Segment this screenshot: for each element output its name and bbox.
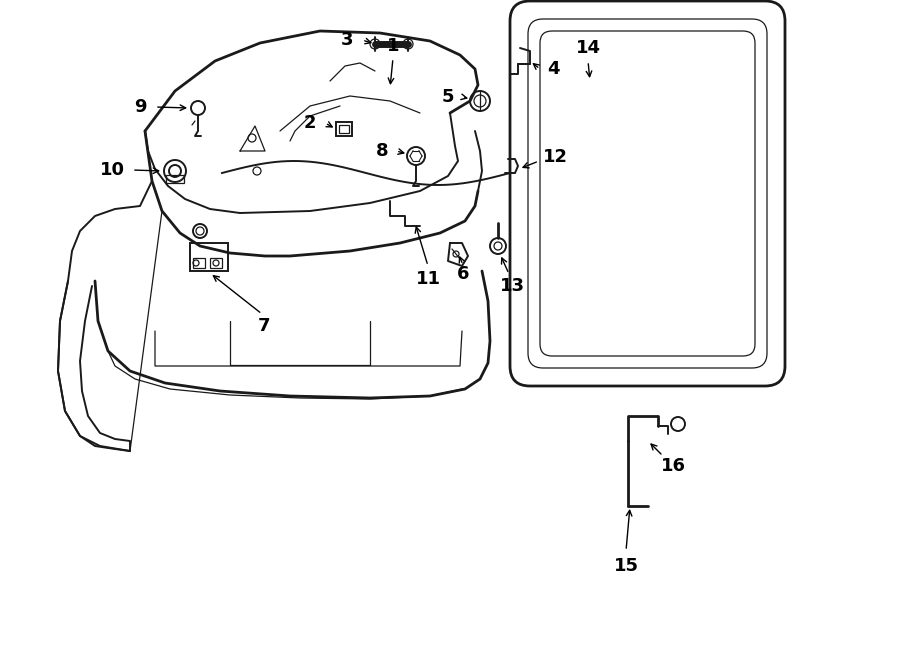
Text: 1: 1 <box>387 37 400 55</box>
Bar <box>190 243 228 271</box>
Text: 11: 11 <box>416 270 440 288</box>
Text: 8: 8 <box>375 142 388 160</box>
Bar <box>166 175 184 183</box>
Text: 16: 16 <box>661 457 686 475</box>
Text: 7: 7 <box>257 317 270 335</box>
Bar <box>336 122 352 136</box>
Text: 15: 15 <box>614 557 638 575</box>
Text: 4: 4 <box>547 60 559 78</box>
Text: 2: 2 <box>304 114 316 132</box>
Text: 5: 5 <box>442 88 454 106</box>
Text: 13: 13 <box>500 277 525 295</box>
Text: 9: 9 <box>134 98 146 116</box>
Bar <box>339 125 349 133</box>
Text: 6: 6 <box>456 265 469 283</box>
Bar <box>210 258 222 268</box>
Text: 12: 12 <box>543 148 568 166</box>
Text: 10: 10 <box>100 161 124 179</box>
Bar <box>193 258 205 268</box>
Text: 14: 14 <box>575 39 600 57</box>
Text: 3: 3 <box>341 31 353 49</box>
